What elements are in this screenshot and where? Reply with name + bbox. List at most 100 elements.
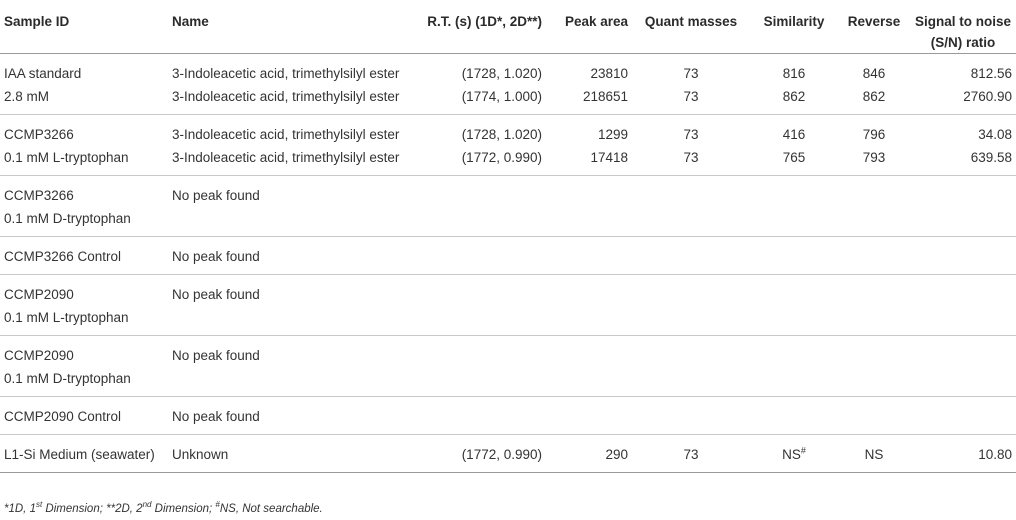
cell-peak-area (546, 336, 632, 368)
cell-sample-id: L1-Si Medium (seawater) (4, 447, 155, 462)
cell-similarity (750, 336, 838, 368)
cell-rt (406, 207, 546, 237)
footnote-sup: # (215, 500, 220, 510)
cell-similarity: 765 (782, 150, 806, 165)
cell-quant-masses (632, 397, 750, 435)
header-sn-line2: (S/N) ratio (930, 35, 996, 50)
header-rt: R.T. (s) (1D*, 2D**) (427, 14, 542, 29)
cell-sample-id: CCMP2090 Control (4, 409, 122, 424)
table-row: 2.8 mM 3-Indoleacetic acid, trimethylsily… (0, 85, 1016, 115)
cell-reverse (838, 275, 910, 307)
cell-sample-id: CCMP2090 (4, 348, 74, 363)
footnote-part: Dimension; **2D, 2 (42, 503, 143, 515)
table-row: CCMP3266 No peak found (0, 176, 1016, 208)
cell-rt (406, 397, 546, 435)
cell-name (168, 207, 406, 237)
table-row: IAA standard 3-Indoleacetic acid, trimeth… (0, 54, 1016, 86)
cell-rt (406, 306, 546, 336)
cell-quant-masses: 73 (683, 89, 699, 104)
cell-quant-masses: 73 (683, 447, 699, 462)
cell-name: No peak found (172, 249, 260, 264)
cell-name: No peak found (172, 287, 260, 302)
cell-peak-area (546, 207, 632, 237)
cell-sn-ratio (910, 237, 1016, 275)
header-row: Sample ID Name R.T. (s) (1D*, 2D**) Peak… (0, 0, 1016, 54)
cell-peak-area (546, 275, 632, 307)
cell-reverse (838, 336, 910, 368)
cell-peak-area (546, 237, 632, 275)
header-sn-ratio: Signal to noise (S/N) ratio (910, 0, 1016, 54)
cell-sn-ratio (910, 367, 1016, 397)
cell-sample-id: 0.1 mM L-tryptophan (4, 150, 129, 165)
cell-reverse: 796 (862, 127, 886, 142)
table-row: CCMP3266 Control No peak found (0, 237, 1016, 275)
footnote-part: *1D, 1 (4, 503, 36, 515)
cell-peak-area (546, 367, 632, 397)
cell-reverse (838, 367, 910, 397)
cell-quant-masses (632, 207, 750, 237)
cell-name: 3-Indoleacetic acid, trimethylsilyl este… (172, 127, 400, 142)
cell-sn-ratio: 812.56 (970, 66, 1012, 81)
cell-reverse (838, 176, 910, 208)
cell-sample-id: IAA standard (4, 66, 82, 81)
cell-rt (406, 176, 546, 208)
cell-sample-id: 2.8 mM (4, 89, 50, 104)
cell-rt: (1728, 1.020) (461, 127, 542, 142)
cell-quant-masses: 73 (683, 150, 699, 165)
header-reverse: Reverse (847, 14, 901, 29)
footnote-sup: nd (142, 500, 152, 510)
cell-sn-ratio (910, 397, 1016, 435)
table-row: CCMP3266 3-Indoleacetic acid, trimethylsi… (0, 115, 1016, 147)
cell-sample-id: 0.1 mM D-tryptophan (4, 211, 131, 226)
footnote-sup: st (35, 500, 43, 510)
cell-rt (406, 336, 546, 368)
header-sample-id: Sample ID (4, 14, 70, 29)
cell-similarity: 862 (782, 89, 806, 104)
results-table: Sample ID Name R.T. (s) (1D*, 2D**) Peak… (0, 0, 1016, 473)
cell-reverse (838, 397, 910, 435)
cell-reverse: 846 (862, 66, 886, 81)
cell-similarity (750, 306, 838, 336)
cell-reverse (838, 207, 910, 237)
cell-peak-area: 290 (605, 447, 628, 462)
cell-sn-ratio: 2760.90 (963, 89, 1012, 104)
cell-sample-id: CCMP3266 Control (4, 249, 122, 264)
cell-sn-ratio (910, 207, 1016, 237)
cell-reverse (838, 237, 910, 275)
cell-similarity (750, 275, 838, 307)
cell-rt (406, 367, 546, 397)
cell-quant-masses (632, 237, 750, 275)
cell-quant-masses: 73 (683, 127, 699, 142)
cell-name: 3-Indoleacetic acid, trimethylsilyl este… (172, 89, 400, 104)
cell-rt (406, 275, 546, 307)
cell-name: No peak found (172, 348, 260, 363)
cell-similarity: 416 (782, 127, 806, 142)
similarity-value: NS (782, 447, 801, 462)
cell-reverse: 793 (862, 150, 886, 165)
cell-sn-ratio (910, 306, 1016, 336)
table-row: L1-Si Medium (seawater) Unknown (1772, 0.9… (0, 435, 1016, 473)
cell-name: Unknown (172, 447, 229, 462)
cell-sample-id: CCMP3266 (4, 127, 74, 142)
footnote-marker: # (800, 445, 806, 456)
cell-peak-area (546, 397, 632, 435)
footnote-part: Dimension; (151, 503, 216, 515)
cell-peak-area: 17418 (590, 150, 628, 165)
table-row: CCMP2090 Control No peak found (0, 397, 1016, 435)
cell-similarity: NS# (750, 435, 838, 473)
cell-name: 3-Indoleacetic acid, trimethylsilyl este… (172, 66, 400, 81)
cell-quant-masses (632, 306, 750, 336)
cell-similarity (750, 397, 838, 435)
row-group: CCMP3266 No peak found 0.1 mM D-tryptophan (0, 176, 1016, 237)
header-quant-masses: Quant masses (644, 14, 738, 29)
row-group: CCMP2090 No peak found 0.1 mM D-tryptophan (0, 336, 1016, 397)
cell-quant-masses (632, 367, 750, 397)
cell-similarity (750, 176, 838, 208)
cell-name (168, 367, 406, 397)
cell-similarity: 816 (782, 66, 806, 81)
header-similarity: Similarity (763, 14, 825, 29)
header-peak-area: Peak area (564, 14, 628, 29)
cell-similarity (750, 237, 838, 275)
header-name: Name (172, 14, 209, 29)
